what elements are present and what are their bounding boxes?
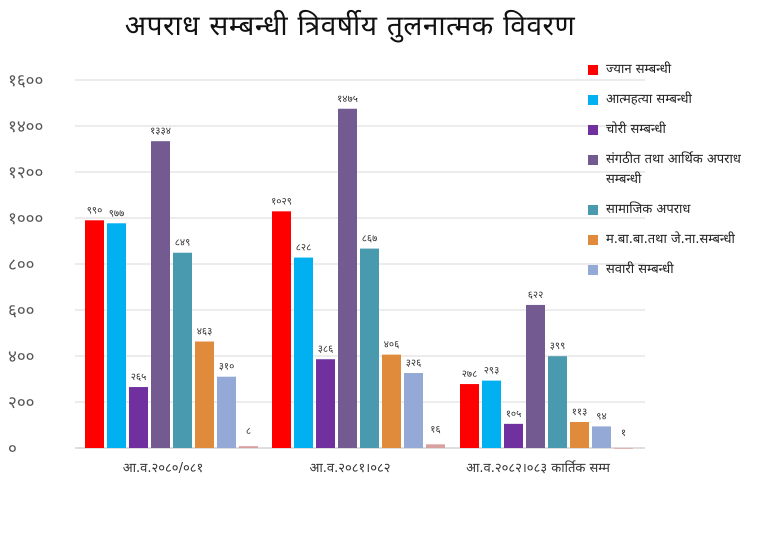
legend-label: म.बा.बा.तथा जे.ना.सम्बन्धी bbox=[606, 232, 735, 247]
bar bbox=[460, 384, 479, 448]
legend-item: संगठीत तथा आर्थिक अपराध सम्बन्धी bbox=[588, 150, 770, 190]
data-label: १०५ bbox=[506, 409, 522, 420]
legend-label: चोरी सम्बन्धी bbox=[606, 122, 666, 137]
data-label: ९४ bbox=[596, 411, 606, 422]
data-label: ४०६ bbox=[384, 340, 400, 351]
legend-item: म.बा.बा.तथा जे.ना.सम्बन्धी bbox=[588, 230, 770, 250]
y-tick-label: २०० bbox=[8, 393, 35, 413]
data-label: ११३ bbox=[572, 407, 588, 418]
legend-swatch bbox=[588, 205, 598, 215]
y-tick-label: ४०० bbox=[8, 347, 35, 367]
legend: ज्यान सम्बन्धी आत्महत्या सम्बन्धी चोरी सम्… bbox=[588, 60, 770, 290]
chart-title: अपराध सम्बन्धी त्रिवर्षीय तुलनात्मक विवर… bbox=[124, 9, 576, 42]
legend-item: चोरी सम्बन्धी bbox=[588, 120, 770, 140]
legend-item: आत्महत्या सम्बन्धी bbox=[588, 90, 770, 110]
legend-item: सामाजिक अपराध bbox=[588, 200, 770, 220]
y-tick-label: ० bbox=[8, 439, 17, 459]
data-label: २७८ bbox=[462, 369, 478, 380]
data-label: ३८६ bbox=[318, 344, 334, 355]
x-tick-label: आ.व.२०८२।०८३ कार्तिक सम्म bbox=[466, 460, 610, 476]
bar bbox=[294, 257, 313, 448]
legend-swatch bbox=[588, 235, 598, 245]
legend-label: संगठीत तथा आर्थिक अपराध सम्बन्धी bbox=[606, 152, 741, 187]
y-tick-label: १६०० bbox=[8, 71, 43, 91]
legend-label: सवारी सम्बन्धी bbox=[606, 262, 674, 277]
y-tick-label: ६०० bbox=[8, 301, 35, 321]
bar bbox=[382, 354, 401, 448]
data-label: ३९९ bbox=[550, 341, 566, 352]
bar bbox=[614, 447, 633, 449]
bar bbox=[316, 359, 335, 448]
bar bbox=[360, 248, 379, 448]
bar bbox=[482, 380, 501, 448]
bar bbox=[239, 446, 258, 448]
bar bbox=[173, 252, 192, 448]
legend-swatch bbox=[588, 155, 598, 165]
bar bbox=[548, 356, 567, 448]
data-label: २६५ bbox=[131, 372, 147, 383]
data-label: ४६३ bbox=[197, 327, 213, 338]
bar bbox=[592, 426, 611, 448]
y-tick-label: १४०० bbox=[8, 117, 43, 137]
data-label: १६ bbox=[430, 424, 440, 435]
data-label: १३३४ bbox=[150, 126, 171, 137]
legend-swatch bbox=[588, 95, 598, 105]
y-tick-label: १२०० bbox=[8, 163, 43, 183]
data-label: ९७७ bbox=[109, 208, 125, 219]
data-label: १ bbox=[621, 428, 626, 439]
data-label: ८४९ bbox=[175, 238, 191, 249]
data-label: ३२६ bbox=[406, 358, 422, 369]
x-tick-label: आ.व.२०८१।०८२ bbox=[309, 461, 390, 476]
data-label: ८ bbox=[246, 426, 251, 437]
legend-swatch bbox=[588, 65, 598, 75]
data-label: २९३ bbox=[484, 366, 500, 377]
bar bbox=[85, 220, 104, 448]
legend-label: आत्महत्या सम्बन्धी bbox=[606, 92, 692, 107]
bar bbox=[426, 444, 445, 448]
bar bbox=[107, 223, 126, 448]
y-tick-label: ८०० bbox=[8, 255, 35, 275]
bar bbox=[217, 376, 236, 448]
y-tick-label: १००० bbox=[8, 209, 43, 229]
bar bbox=[195, 341, 214, 448]
bar bbox=[570, 422, 589, 448]
legend-label: ज्यान सम्बन्धी bbox=[606, 62, 672, 77]
data-label: १०२९ bbox=[271, 196, 292, 207]
bar bbox=[526, 304, 545, 448]
legend-swatch bbox=[588, 125, 598, 135]
bar bbox=[129, 387, 148, 448]
legend-item: ज्यान सम्बन्धी bbox=[588, 60, 770, 80]
data-label: ३१० bbox=[219, 362, 235, 373]
x-tick-label: आ.व.२०८०/०८१ bbox=[123, 461, 203, 476]
data-label: १४७५ bbox=[337, 94, 358, 105]
legend-swatch bbox=[588, 265, 598, 275]
legend-item: सवारी सम्बन्धी bbox=[588, 260, 770, 280]
data-label: ६२२ bbox=[528, 290, 544, 301]
bar bbox=[404, 373, 423, 448]
bar bbox=[338, 108, 357, 448]
bar bbox=[504, 423, 523, 448]
bar bbox=[272, 211, 291, 448]
legend-label: सामाजिक अपराध bbox=[606, 202, 691, 217]
bar bbox=[151, 141, 170, 448]
data-label: ८२८ bbox=[296, 243, 312, 254]
data-label: ९९० bbox=[87, 205, 103, 216]
data-label: ८६७ bbox=[362, 234, 378, 245]
